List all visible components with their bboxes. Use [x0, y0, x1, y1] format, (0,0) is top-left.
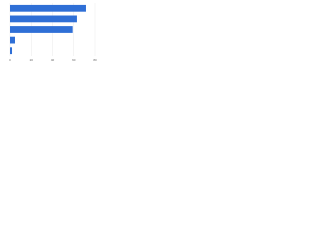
bar: [10, 47, 13, 55]
x-tick-label: 80: [93, 58, 97, 62]
x-tick-label: 60: [72, 58, 76, 62]
x-tick-label: 20: [30, 58, 34, 62]
bar: [10, 15, 77, 23]
chart: 0 20 40 60 80: [9, 3, 97, 62]
bar: [10, 26, 73, 33]
x-tick-label: 40: [51, 58, 55, 62]
x-tick-label: 0: [9, 58, 11, 62]
bar: [10, 4, 86, 12]
bar: [10, 36, 15, 44]
page: {"chart_data": {"type": "bar", "orientat…: [0, 0, 100, 71]
